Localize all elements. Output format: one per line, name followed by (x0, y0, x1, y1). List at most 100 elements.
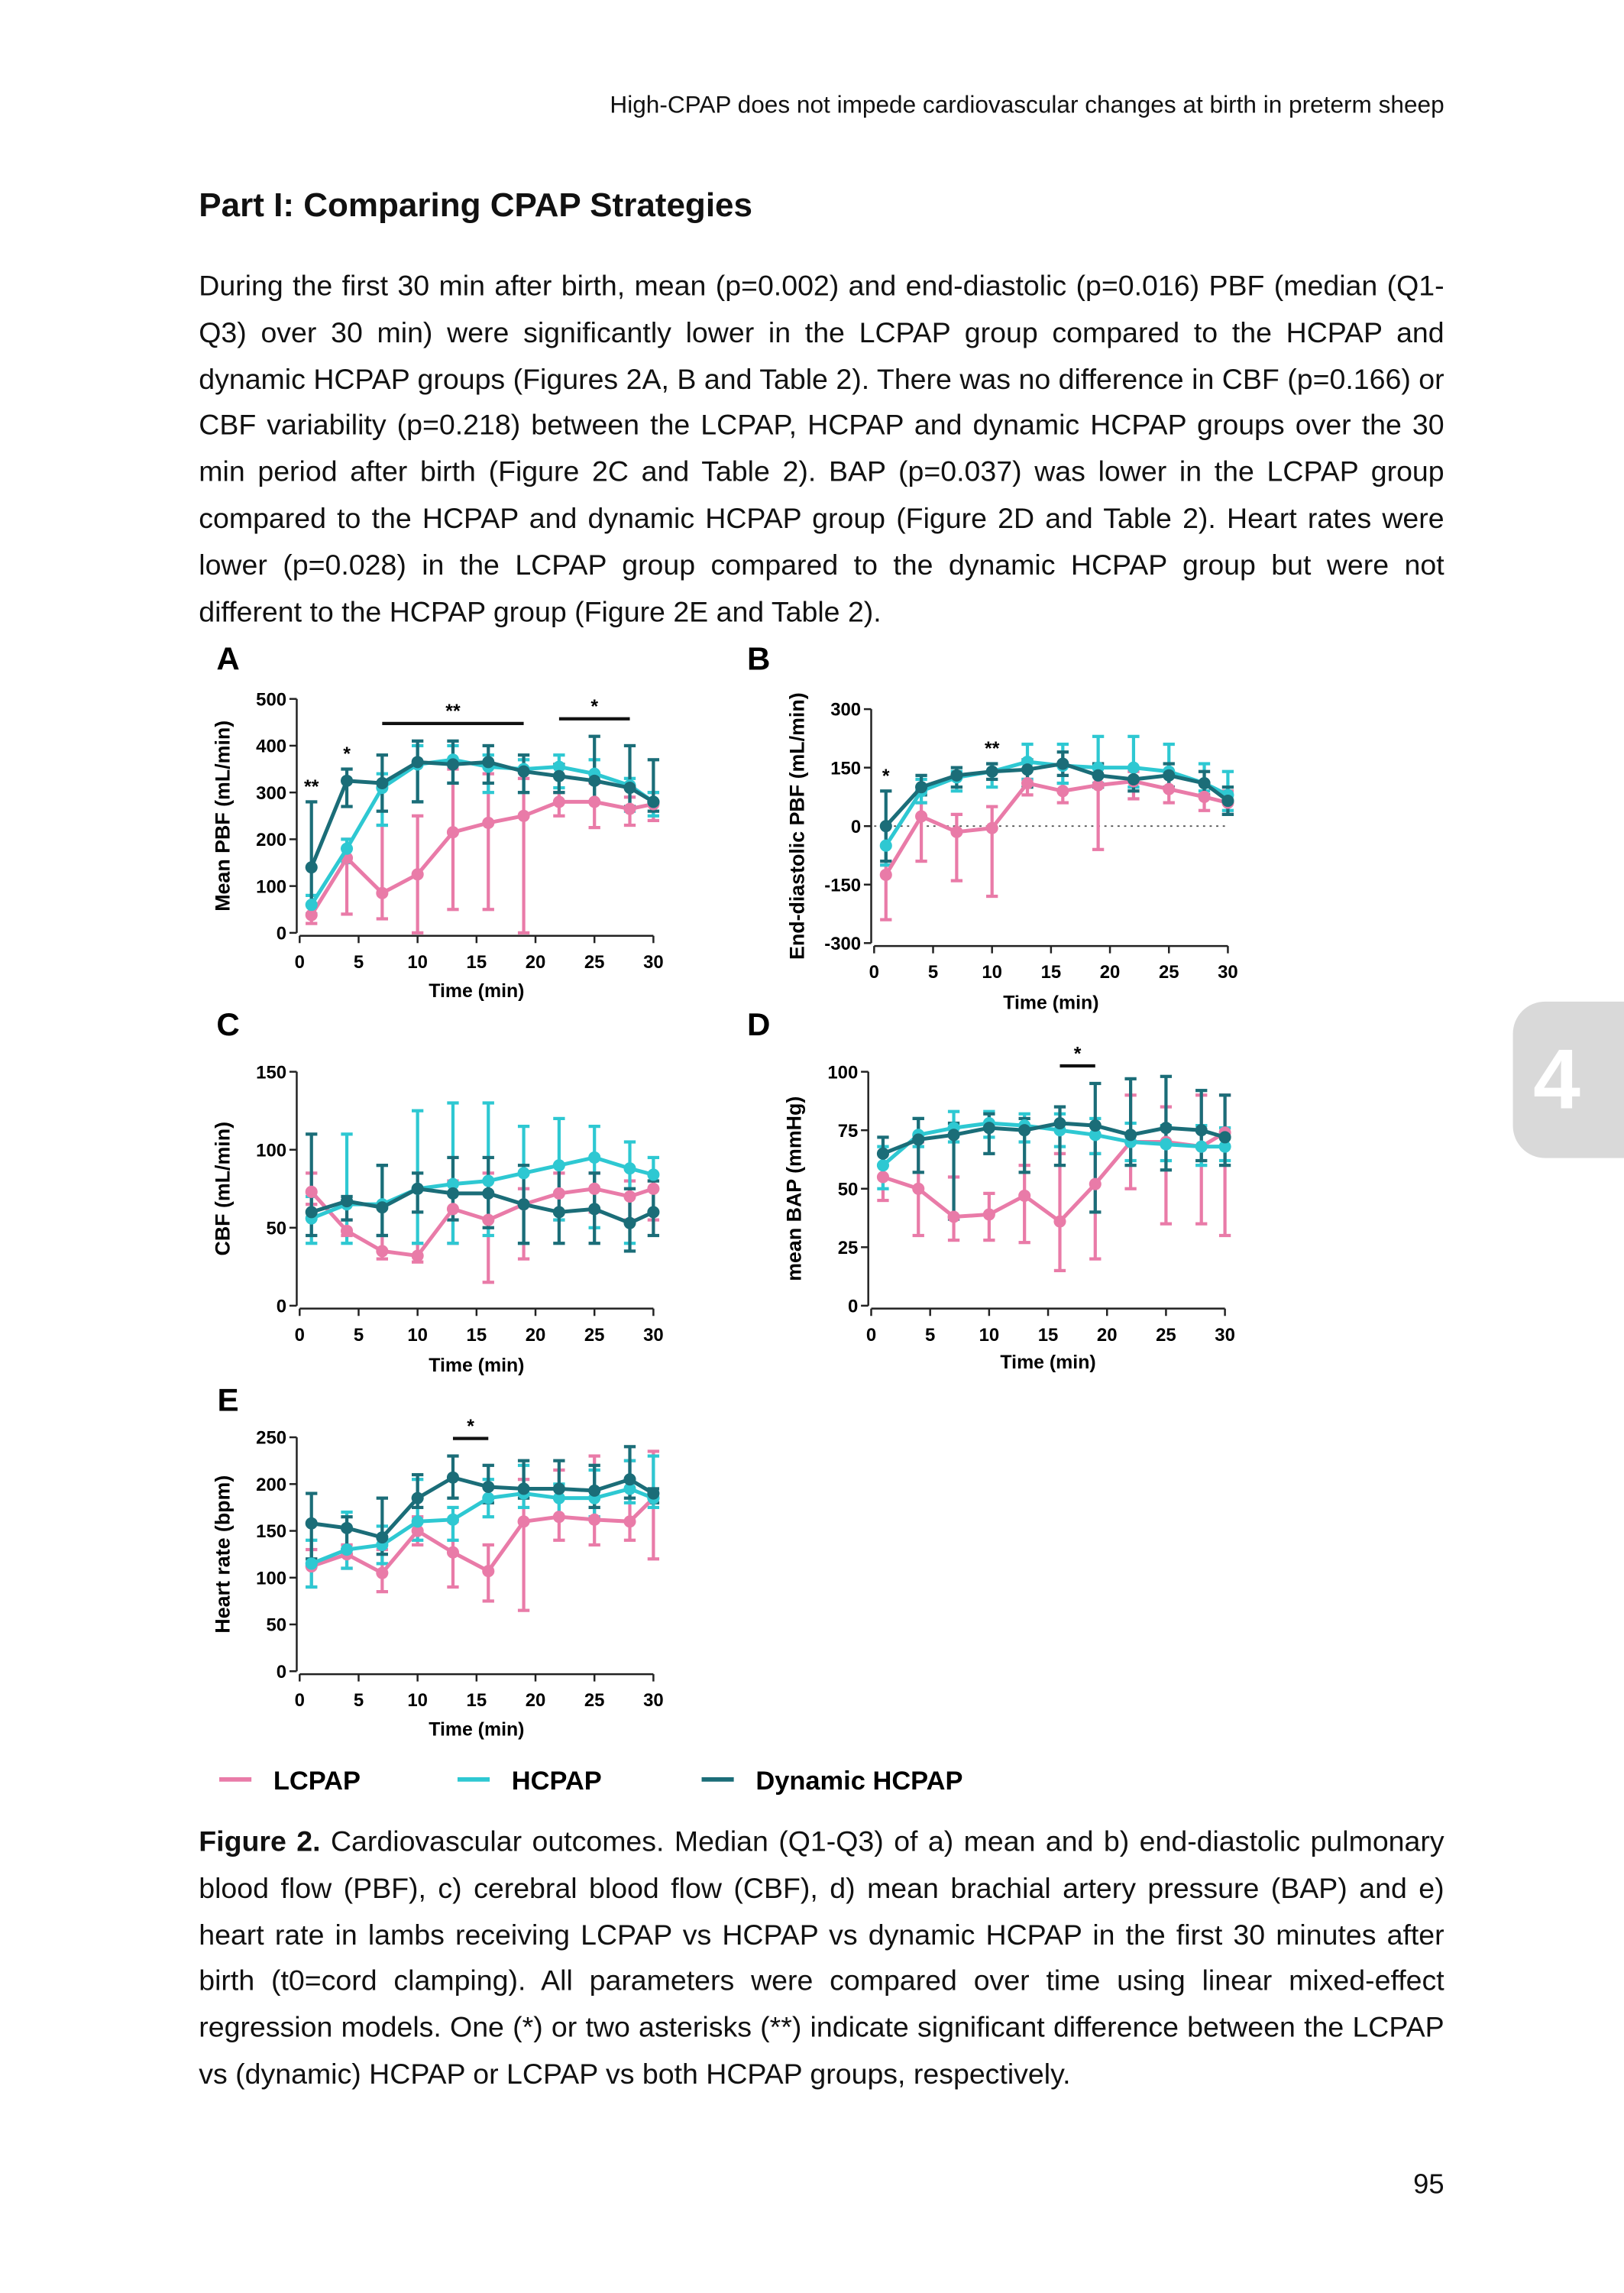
x-tick-label: 30 (1215, 1325, 1235, 1346)
data-point (588, 1182, 601, 1195)
data-point (552, 769, 565, 782)
significance-label: ** (985, 738, 1000, 759)
data-point (446, 826, 459, 839)
data-point (950, 769, 963, 782)
caption-text: Cardiovascular outcomes. Median (Q1-Q3) … (199, 1826, 1444, 2091)
significance-label: * (467, 1416, 474, 1437)
y-tick-label: 150 (830, 758, 861, 779)
data-point (912, 1133, 925, 1146)
data-point (552, 760, 565, 773)
series-line (884, 759, 1229, 847)
x-tick-label: 10 (979, 1325, 1000, 1346)
running-header: High-CPAP does not impede cardiovascular… (610, 92, 1444, 119)
x-tick-label: 20 (526, 952, 546, 973)
y-tick-label: 200 (256, 830, 286, 850)
x-tick-label: 25 (1156, 1325, 1176, 1346)
significance-label: ** (445, 701, 461, 722)
y-tick-label: 250 (256, 1428, 286, 1449)
x-tick-label: 5 (925, 1325, 935, 1346)
data-point (1092, 769, 1105, 782)
x-tick-label: 10 (982, 962, 1002, 983)
y-tick-label: 50 (838, 1179, 859, 1200)
x-tick-label: 15 (467, 952, 487, 973)
data-point (446, 1187, 459, 1200)
data-point (647, 1182, 660, 1195)
x-tick-label: 0 (869, 962, 879, 983)
x-tick-label: 0 (295, 952, 305, 973)
data-point (376, 1201, 389, 1214)
data-point (1163, 782, 1176, 795)
data-point (552, 1511, 565, 1524)
x-axis-label: Time (min) (429, 1355, 524, 1376)
figure-caption: Figure 2. Cardiovascular outcomes. Media… (199, 1820, 1444, 2099)
data-point (623, 1162, 636, 1175)
y-tick-label: 200 (256, 1475, 286, 1495)
x-tick-label: 15 (467, 1690, 487, 1711)
y-tick-label: 0 (277, 1296, 286, 1317)
x-tick-label: 30 (643, 1690, 664, 1711)
data-point (1160, 1122, 1173, 1135)
data-point (623, 1216, 636, 1229)
series-line (310, 1155, 655, 1220)
y-tick-label: 0 (851, 817, 861, 837)
significance-label: * (882, 766, 890, 787)
data-point (947, 1129, 960, 1142)
section-heading: Part I: Comparing CPAP Strategies (199, 186, 753, 224)
data-point (482, 1174, 495, 1187)
x-tick-label: 25 (1159, 962, 1179, 983)
data-point (340, 1543, 354, 1556)
data-point (1127, 772, 1140, 785)
data-point (623, 1473, 636, 1486)
y-tick-label: 400 (256, 737, 286, 757)
legend-label: LCPAP (273, 1767, 361, 1796)
x-tick-label: 5 (354, 1690, 364, 1711)
x-tick-label: 15 (1041, 962, 1062, 983)
x-axis-label: Time (min) (429, 1718, 524, 1740)
data-point (482, 1480, 495, 1494)
x-tick-label: 0 (295, 1325, 305, 1346)
data-point (411, 1515, 424, 1528)
data-point (1218, 1140, 1231, 1153)
data-point (517, 1482, 530, 1495)
data-point (305, 1206, 318, 1219)
legend-label: HCPAP (512, 1767, 602, 1796)
data-point (376, 1245, 389, 1258)
data-point (517, 809, 530, 822)
x-tick-label: 5 (354, 1325, 364, 1346)
data-point (588, 1484, 601, 1497)
y-tick-label: 0 (277, 923, 286, 944)
y-axis-label: CBF (mL/min) (211, 1122, 234, 1256)
data-point (1089, 1129, 1102, 1142)
y-tick-label: 300 (256, 783, 286, 804)
data-point (517, 1198, 530, 1211)
data-point (376, 1566, 389, 1579)
y-axis-label: Mean PBF (mL/min) (211, 721, 234, 912)
data-point (517, 765, 530, 778)
x-tick-label: 20 (1100, 962, 1121, 983)
data-point (647, 795, 660, 808)
data-point (985, 821, 998, 834)
data-point (1163, 769, 1176, 782)
data-point (947, 1210, 960, 1223)
data-point (982, 1208, 995, 1221)
x-tick-label: 25 (584, 952, 605, 973)
series-line (309, 1187, 655, 1258)
data-point (446, 1513, 459, 1526)
data-point (446, 1546, 459, 1559)
data-point (647, 1168, 660, 1181)
y-tick-label: 50 (266, 1615, 286, 1636)
data-point (1218, 1131, 1231, 1144)
data-point (411, 1491, 424, 1504)
y-tick-label: 0 (277, 1662, 286, 1683)
x-tick-label: 5 (928, 962, 938, 983)
data-point (446, 1177, 459, 1190)
y-axis-label: Heart rate (bpm) (211, 1475, 234, 1634)
chapter-tab (1512, 1001, 1624, 1158)
data-point (1053, 1215, 1066, 1228)
x-tick-label: 10 (407, 1690, 428, 1711)
y-tick-label: 500 (256, 689, 286, 710)
significance-label: * (1074, 1043, 1082, 1064)
x-axis-label: Time (min) (1003, 992, 1098, 1013)
data-point (552, 1491, 565, 1504)
